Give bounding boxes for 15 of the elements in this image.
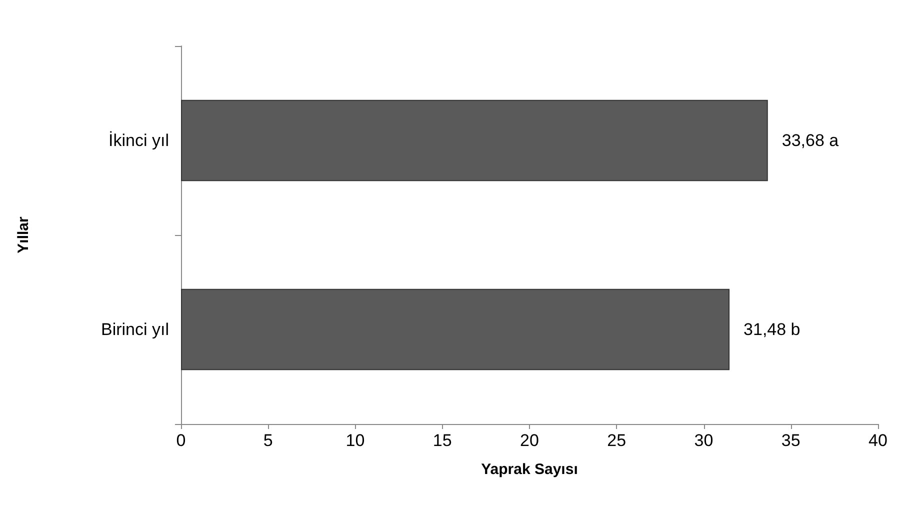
x-tick-label: 0 xyxy=(176,431,186,450)
y-tick-label: İkinci yıl xyxy=(108,131,169,150)
data-label: 31,48 b xyxy=(744,320,800,339)
x-tick-label: 10 xyxy=(346,431,365,450)
y-axis-title: Yıllar xyxy=(15,216,32,254)
x-tick-label: 20 xyxy=(520,431,539,450)
x-tick-label: 40 xyxy=(868,431,888,450)
x-axis-title: Yaprak Sayısı xyxy=(481,461,578,478)
x-tick-label: 35 xyxy=(781,431,800,450)
x-tick-label: 30 xyxy=(694,431,714,450)
data-label: 33,68 a xyxy=(782,131,840,150)
x-tick-label: 5 xyxy=(263,431,273,450)
y-tick-label: Birinci yıl xyxy=(100,320,169,339)
x-tick-label: 15 xyxy=(432,431,452,450)
x-tick-label: 25 xyxy=(607,431,626,450)
